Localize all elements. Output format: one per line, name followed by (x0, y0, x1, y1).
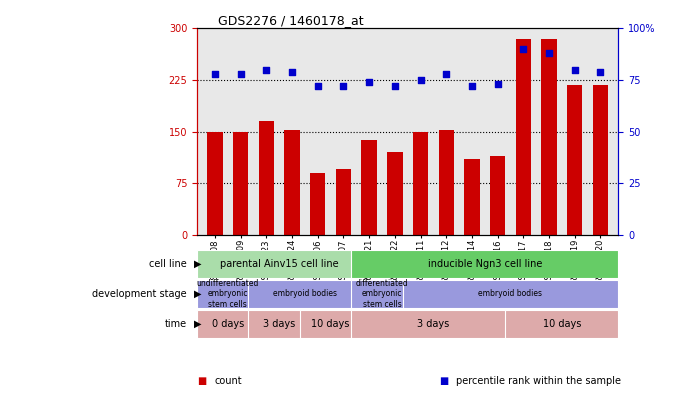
Text: inducible Ngn3 cell line: inducible Ngn3 cell line (428, 259, 542, 269)
Text: parental Ainv15 cell line: parental Ainv15 cell line (220, 259, 339, 269)
Text: ■: ■ (439, 376, 448, 386)
Text: percentile rank within the sample: percentile rank within the sample (456, 376, 621, 386)
Point (389, 83, 400, 90)
Point (338, 83, 349, 90)
Bar (310, 173, 325, 235)
Text: embryoid bodies: embryoid bodies (478, 289, 542, 298)
Bar (515, 39, 531, 235)
Bar (413, 132, 428, 235)
Point (595, 68, 606, 75)
Text: undifferentiated
embryonic
stem cells: undifferentiated embryonic stem cells (197, 279, 259, 309)
Bar (464, 159, 480, 235)
Bar (336, 169, 351, 235)
Text: ■: ■ (197, 376, 206, 386)
Bar (387, 152, 403, 235)
Text: count: count (214, 376, 242, 386)
Bar (351, 309, 515, 338)
Bar (439, 130, 454, 235)
Bar (207, 132, 223, 235)
Point (441, 70, 452, 77)
Text: 10 days: 10 days (312, 319, 350, 328)
Bar (258, 122, 274, 235)
Text: embryoid bodies: embryoid bodies (273, 289, 337, 298)
Bar (197, 279, 258, 308)
Text: 3 days: 3 days (417, 319, 450, 328)
Point (209, 70, 220, 77)
Text: differentiated
embryonic
stem cells: differentiated embryonic stem cells (356, 279, 408, 309)
Text: ▶: ▶ (193, 289, 201, 298)
Text: time: time (164, 319, 187, 328)
Bar (541, 39, 557, 235)
Point (466, 83, 477, 90)
Point (518, 46, 529, 52)
Text: 3 days: 3 days (263, 319, 295, 328)
Point (261, 66, 272, 73)
Bar (284, 130, 300, 235)
Bar (248, 279, 361, 308)
Bar (567, 85, 583, 235)
Text: GDS2276 / 1460178_at: GDS2276 / 1460178_at (218, 14, 363, 27)
Text: cell line: cell line (149, 259, 187, 269)
Bar (197, 309, 258, 338)
Text: ▶: ▶ (193, 319, 201, 328)
Point (415, 77, 426, 83)
Bar (300, 309, 361, 338)
Bar (351, 279, 413, 308)
Text: 0 days: 0 days (211, 319, 244, 328)
Point (544, 50, 555, 56)
Text: 10 days: 10 days (542, 319, 581, 328)
Bar (505, 309, 618, 338)
Bar (197, 249, 361, 278)
Bar (361, 140, 377, 235)
Point (287, 68, 298, 75)
Bar (233, 132, 248, 235)
Bar (351, 249, 618, 278)
Bar (593, 85, 608, 235)
Bar (490, 156, 505, 235)
Text: development stage: development stage (92, 289, 187, 298)
Point (569, 66, 580, 73)
Point (363, 79, 375, 85)
Bar (403, 279, 618, 308)
Point (492, 81, 503, 87)
Bar (248, 309, 310, 338)
Point (235, 70, 246, 77)
Text: ▶: ▶ (193, 259, 201, 269)
Point (312, 83, 323, 90)
